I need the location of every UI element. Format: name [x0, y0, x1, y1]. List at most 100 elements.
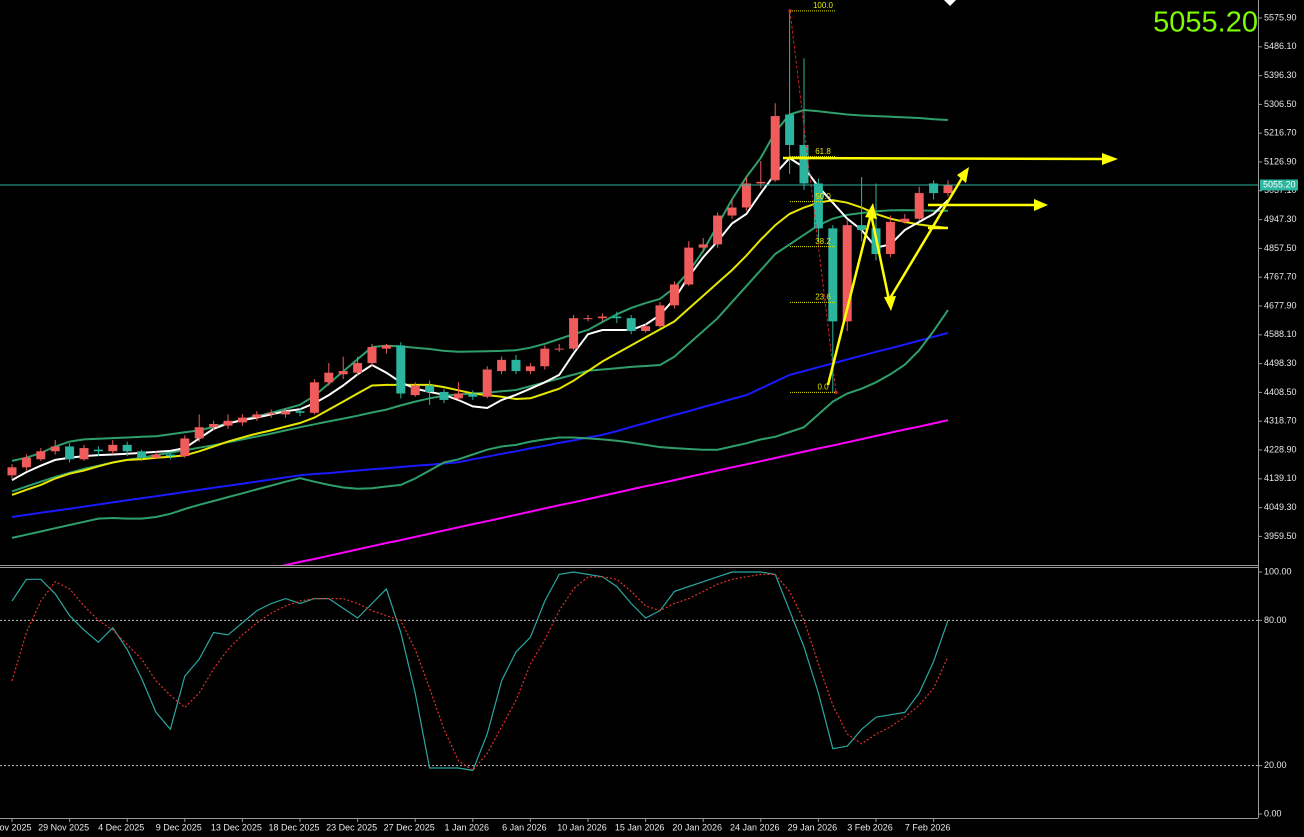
candle-body — [641, 326, 651, 331]
arrow-line — [826, 177, 964, 386]
candle-body — [93, 449, 103, 452]
fib-anchor — [834, 390, 838, 394]
y-tick-label: 20.00 — [1264, 760, 1287, 770]
y-tick-label: 5486.10 — [1264, 41, 1297, 51]
candle-body — [540, 348, 550, 367]
candle-body — [122, 444, 132, 452]
candle-body — [497, 359, 507, 372]
y-tick-label: 5216.70 — [1264, 128, 1297, 138]
candle-body — [252, 414, 262, 418]
oscillator-line — [11, 573, 949, 772]
current-price-display: 5055.20 — [1153, 7, 1258, 39]
x-tick-label: 29 Nov 2025 — [38, 822, 89, 832]
x-tick-label: 29 Jan 2026 — [788, 822, 838, 832]
candle-body — [727, 207, 737, 216]
candle-body — [453, 393, 463, 399]
candle-body — [353, 363, 363, 373]
drawn-arrows — [782, 156, 1105, 386]
candle-body — [50, 446, 60, 452]
y-tick-label: 4947.30 — [1264, 214, 1297, 224]
candle-body — [525, 366, 535, 372]
candle-body — [612, 316, 622, 319]
y-tick-label: 4498.30 — [1264, 358, 1297, 368]
current-price-label: 5055.20 — [1263, 179, 1296, 189]
candle-body — [655, 305, 665, 327]
candle-body — [770, 116, 780, 181]
indicator-line — [11, 309, 949, 539]
y-tick-label: 5126.90 — [1264, 156, 1297, 166]
x-tick-label: 9 Dec 2025 — [156, 822, 202, 832]
candle-body — [108, 444, 118, 452]
x-tick-label: 13 Dec 2025 — [211, 822, 262, 832]
shift-marker — [944, 0, 956, 6]
candle-body — [295, 411, 305, 413]
candle-body — [7, 467, 17, 476]
candle-body — [583, 318, 593, 320]
oscillator-panel — [0, 571, 1258, 772]
candle-body — [943, 184, 953, 194]
candle-body — [309, 382, 319, 413]
candle-body — [569, 318, 579, 349]
candle-body — [511, 359, 521, 372]
fib-level-label: 38.2 — [815, 237, 831, 246]
indicator-line — [11, 108, 949, 462]
candle-body — [698, 244, 708, 248]
candle-body — [65, 446, 75, 460]
y-tick-label: 4049.30 — [1264, 502, 1297, 512]
x-tick-label: 1 Jan 2026 — [445, 822, 490, 832]
indicator-line — [11, 156, 949, 481]
fib-level-label: 50.0 — [815, 192, 831, 201]
arrow-head — [957, 167, 969, 183]
arrow-heads — [865, 153, 1118, 311]
candle-body — [194, 427, 204, 439]
candle-body — [165, 454, 175, 457]
candle-body — [669, 284, 679, 306]
candle-body — [223, 420, 233, 426]
candle-body — [266, 412, 276, 415]
arrow-head — [1102, 153, 1118, 165]
arrow-head — [884, 296, 896, 311]
y-tick-label: 3959.50 — [1264, 531, 1297, 541]
y-tick-label: 5306.50 — [1264, 99, 1297, 109]
candle-body — [209, 424, 219, 428]
candle-body — [425, 385, 435, 392]
y-tick-label: 4767.70 — [1264, 272, 1297, 282]
candle-body — [180, 438, 190, 457]
x-tick-label: 18 Dec 2025 — [268, 822, 319, 832]
y-tick-label: 0.00 — [1264, 808, 1282, 818]
arrow-line — [782, 156, 1105, 161]
x-tick-label: 4 Dec 2025 — [98, 822, 144, 832]
candle-body — [237, 417, 247, 423]
x-tick-label: 24 Jan 2026 — [730, 822, 780, 832]
candle-body — [713, 215, 723, 245]
y-tick-label: 5396.30 — [1264, 70, 1297, 80]
oscillator-line — [11, 571, 949, 772]
candle-body — [626, 318, 636, 331]
candle-body — [554, 348, 564, 350]
x-tick-label: 3 Feb 2026 — [847, 822, 893, 832]
y-tick-label: 4857.50 — [1264, 243, 1297, 253]
candle-body — [684, 247, 694, 285]
current-price-box — [1260, 179, 1298, 191]
x-tick-label: 27 Dec 2025 — [384, 822, 435, 832]
y-tick-label: 4139.10 — [1264, 473, 1297, 483]
indicator-line — [281, 419, 949, 565]
indicator-line — [11, 209, 948, 493]
candle-body — [799, 144, 809, 184]
x-tick-label: 10 Jan 2026 — [557, 822, 607, 832]
candle-body — [410, 385, 420, 396]
x-tick-label: 20 Jan 2026 — [672, 822, 722, 832]
x-tick-label: 24 Nov 2025 — [0, 822, 32, 832]
fib-level-label: 61.8 — [815, 147, 831, 156]
candle-body — [813, 183, 823, 229]
y-tick-label: 80.00 — [1264, 615, 1287, 625]
candle-body — [842, 225, 852, 322]
y-tick-label: 4228.90 — [1264, 444, 1297, 454]
fib-level-label: 23.6 — [815, 292, 831, 301]
candle-body — [137, 451, 147, 458]
candle-body — [281, 411, 291, 415]
candle-body — [151, 454, 161, 458]
candle-body — [79, 448, 89, 460]
candle-body — [21, 457, 31, 468]
